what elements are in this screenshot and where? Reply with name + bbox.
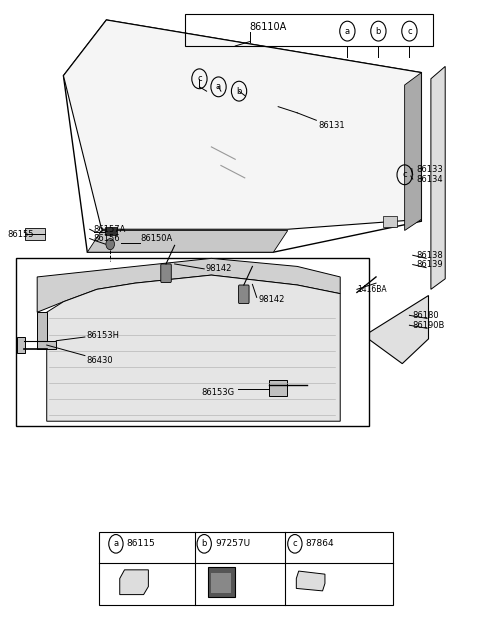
Text: 86157A: 86157A xyxy=(93,225,125,234)
Text: 86153H: 86153H xyxy=(86,332,120,340)
Text: 86430: 86430 xyxy=(86,356,113,365)
Polygon shape xyxy=(431,67,445,289)
Text: 98142: 98142 xyxy=(258,295,285,304)
Text: a: a xyxy=(216,82,221,91)
Text: 86153G: 86153G xyxy=(202,388,235,397)
Polygon shape xyxy=(37,258,340,312)
Polygon shape xyxy=(296,571,325,591)
FancyBboxPatch shape xyxy=(383,216,397,228)
Text: b: b xyxy=(236,86,242,96)
Text: 86156: 86156 xyxy=(93,234,120,243)
Text: 97257U: 97257U xyxy=(215,539,250,549)
FancyBboxPatch shape xyxy=(269,380,287,396)
Text: a: a xyxy=(345,27,350,35)
FancyBboxPatch shape xyxy=(211,573,231,593)
Polygon shape xyxy=(364,295,429,364)
Polygon shape xyxy=(120,570,148,595)
Polygon shape xyxy=(47,275,340,421)
Polygon shape xyxy=(63,20,421,230)
Text: 86139: 86139 xyxy=(417,260,443,269)
FancyBboxPatch shape xyxy=(16,258,369,425)
Circle shape xyxy=(106,239,115,249)
Text: 86134: 86134 xyxy=(417,175,443,183)
Text: 86131: 86131 xyxy=(319,121,346,130)
Text: b: b xyxy=(202,539,207,549)
Text: 86180: 86180 xyxy=(413,311,439,320)
FancyBboxPatch shape xyxy=(106,228,117,236)
Text: 86115: 86115 xyxy=(126,539,155,549)
Polygon shape xyxy=(405,73,421,231)
Text: b: b xyxy=(376,27,381,35)
FancyBboxPatch shape xyxy=(17,337,25,353)
Text: c: c xyxy=(293,539,297,549)
FancyBboxPatch shape xyxy=(207,567,235,597)
Polygon shape xyxy=(37,312,56,350)
Text: 87864: 87864 xyxy=(306,539,335,549)
Text: 1416BA: 1416BA xyxy=(357,285,386,294)
Text: 86150A: 86150A xyxy=(141,234,173,243)
Text: 86190B: 86190B xyxy=(413,321,445,330)
Text: 86110A: 86110A xyxy=(250,22,287,32)
FancyBboxPatch shape xyxy=(161,264,171,282)
Text: a: a xyxy=(113,539,119,549)
Text: 86155: 86155 xyxy=(7,230,34,239)
Text: c: c xyxy=(402,170,407,179)
Text: c: c xyxy=(407,27,412,35)
Polygon shape xyxy=(87,231,288,252)
Text: c: c xyxy=(197,74,202,83)
FancyBboxPatch shape xyxy=(25,228,45,240)
Text: 98142: 98142 xyxy=(205,264,232,274)
FancyBboxPatch shape xyxy=(239,285,249,304)
Text: 86133: 86133 xyxy=(417,165,444,174)
Text: 86138: 86138 xyxy=(417,251,444,260)
